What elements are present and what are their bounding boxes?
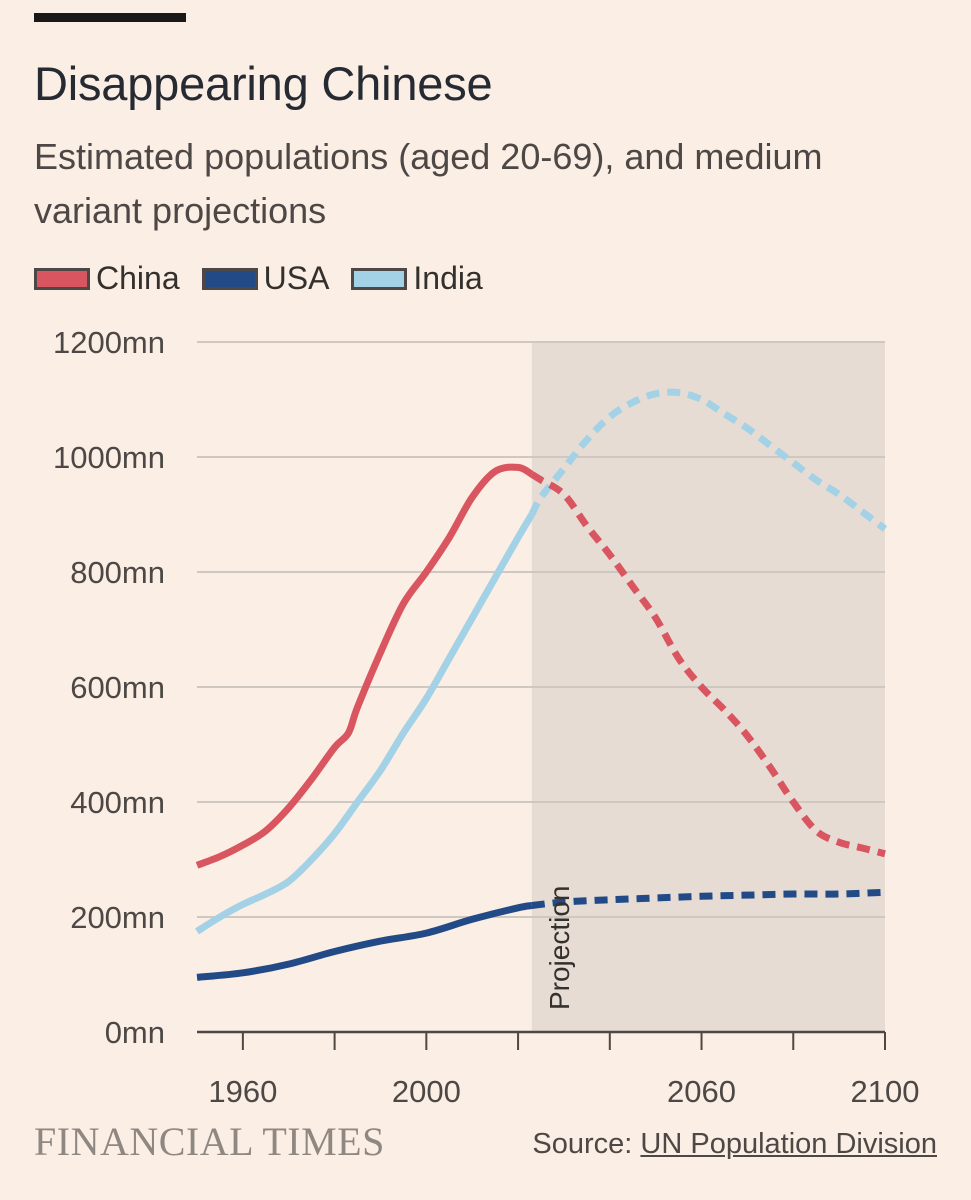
legend: China USA India bbox=[34, 260, 505, 297]
chart-subtitle: Estimated populations (aged 20-69), and … bbox=[34, 136, 823, 231]
y-tick-label-1200: 1200mn bbox=[53, 325, 165, 360]
legend-swatch-india bbox=[351, 267, 408, 290]
y-tick-label-0: 0mn bbox=[105, 1015, 165, 1050]
series-line-usa-projection bbox=[531, 888, 886, 909]
source-note: Source: UN Population Division bbox=[532, 1128, 937, 1161]
y-tick-label-1000: 1000mn bbox=[53, 440, 165, 475]
legend-swatch-usa bbox=[201, 267, 258, 290]
series-line-usa-historic bbox=[196, 902, 533, 981]
legend-item-china: China bbox=[34, 260, 180, 297]
line-chart: 0mn 200mn 400mn 600mn 800mn 1000mn 1200mn 1960 2… bbox=[53, 325, 920, 1109]
y-tick-label-800: 800mn bbox=[70, 555, 165, 590]
x-tick-label-1960: 1960 bbox=[208, 1074, 277, 1109]
source-prefix: Source: bbox=[532, 1128, 641, 1160]
legend-label-china: China bbox=[96, 260, 180, 296]
y-tick-label-200: 200mn bbox=[70, 900, 165, 935]
top-rule bbox=[34, 13, 186, 22]
series-line-china-historic bbox=[195, 463, 534, 869]
legend-item-india: India bbox=[351, 260, 483, 297]
brand-logo: FINANCIAL TIMES bbox=[34, 1119, 385, 1164]
projection-label: Projection bbox=[544, 885, 575, 1010]
series-line-india-historic bbox=[195, 512, 535, 935]
chart-title: Disappearing Chinese bbox=[34, 57, 493, 110]
x-tick-label-2000: 2000 bbox=[392, 1074, 461, 1109]
legend-label-india: India bbox=[413, 260, 483, 296]
legend-item-usa: USA bbox=[201, 260, 330, 297]
source-link[interactable]: UN Population Division bbox=[640, 1128, 937, 1160]
legend-label-usa: USA bbox=[263, 260, 330, 296]
series-line-china-projection bbox=[530, 471, 886, 858]
y-tick-label-400: 400mn bbox=[70, 785, 165, 820]
legend-swatch-china bbox=[34, 267, 90, 290]
y-tick-label-600: 600mn bbox=[70, 670, 165, 705]
x-tick-label-2100: 2100 bbox=[851, 1074, 920, 1109]
x-tick-label-2060: 2060 bbox=[667, 1074, 736, 1109]
